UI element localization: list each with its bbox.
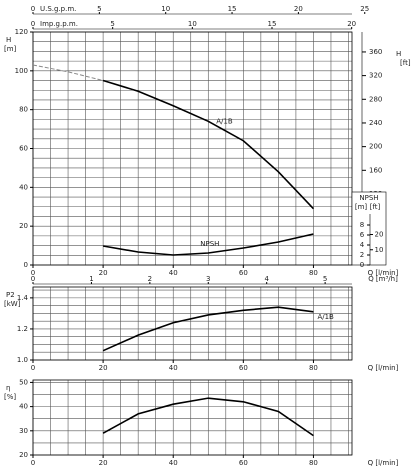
y-tick-label: 30 — [19, 427, 28, 435]
x-tick-label: 60 — [239, 364, 248, 372]
top-axis-tick-label: 25 — [360, 5, 369, 13]
x-tick-label: 20 — [99, 459, 108, 466]
y2-axis-label: H — [396, 50, 401, 58]
y-axis-unit: [m] — [4, 45, 17, 53]
y2-tick-label: 320 — [369, 72, 382, 80]
curve — [102, 233, 314, 256]
x-tick-label: 80 — [309, 459, 318, 466]
top-axis-label: Q [m³/h] — [368, 275, 398, 283]
x-tick-label: 60 — [239, 269, 248, 277]
y-axis-unit: [%] — [4, 393, 16, 401]
x-tick-label: 20 — [99, 269, 108, 277]
x-axis-label: Q [l/min] — [368, 459, 399, 466]
y-tick-label: 0 — [24, 261, 28, 269]
y-tick-label: 50 — [19, 378, 28, 386]
npsh-axis-unit: [ft] — [370, 203, 381, 211]
top-axis-label: Imp.g.p.m. — [40, 20, 78, 28]
y-tick-label: 120 — [15, 28, 28, 36]
x-axis-label: Q [l/min] — [368, 269, 399, 277]
curve-label: NPSH — [200, 240, 219, 248]
x-tick-label: 80 — [309, 269, 318, 277]
top-axis-tick-label: 5 — [97, 5, 101, 13]
x-tick-label: 0 — [31, 459, 35, 466]
y-tick-label: 1.4 — [17, 294, 29, 302]
y-tick-label: 40 — [19, 403, 28, 411]
top-axis-tick-label: 4 — [264, 275, 269, 283]
npsh-axis-unit: [m] — [355, 203, 368, 211]
top-axis-tick-label: 2 — [148, 275, 152, 283]
npsh-m-label: 2 — [360, 251, 364, 259]
y-tick-label: 100 — [15, 67, 28, 75]
x-tick-label: 20 — [99, 364, 108, 372]
npsh-ft-label: 20 — [375, 231, 384, 239]
npsh-m-label: 6 — [360, 231, 365, 239]
curve — [102, 79, 315, 210]
y2-tick-label: 240 — [369, 119, 382, 127]
y-tick-label: 80 — [19, 106, 28, 114]
x-tick-label: 40 — [169, 269, 178, 277]
npsh-axis-label: NPSH — [359, 194, 378, 202]
x-tick-label: 0 — [31, 364, 35, 372]
x-tick-label: 0 — [31, 269, 35, 277]
x-tick-label: 40 — [169, 364, 178, 372]
x-tick-label: 80 — [309, 364, 318, 372]
y-tick-label: 1.0 — [17, 356, 28, 364]
x-tick-label: 40 — [169, 459, 178, 466]
top-axis-tick-label: 0 — [31, 20, 35, 28]
npsh-m-label: 4 — [360, 241, 365, 249]
top-axis-tick-label: 3 — [206, 275, 210, 283]
top-axis-tick-label: 10 — [188, 20, 197, 28]
y-axis-label: P2 — [6, 291, 15, 299]
top-axis-tick-label: 20 — [294, 5, 303, 13]
y2-tick-label: 360 — [369, 48, 382, 56]
y-tick-label: 60 — [19, 145, 28, 153]
y-tick-label: 20 — [19, 222, 28, 230]
y-tick-label: 40 — [19, 183, 28, 191]
plot-frame — [32, 379, 353, 456]
top-axis-tick-label: 5 — [323, 275, 327, 283]
y-axis-unit: [kW] — [4, 300, 21, 308]
curve-label: A/1B — [317, 313, 334, 321]
top-axis-tick-label: 15 — [268, 20, 277, 28]
curve — [102, 397, 314, 437]
curve — [102, 306, 314, 352]
top-axis-tick-label: 10 — [161, 5, 170, 13]
x-axis-label: Q [l/min] — [368, 364, 399, 372]
y2-tick-label: 160 — [369, 166, 382, 174]
top-axis-tick-label: 20 — [347, 20, 356, 28]
top-axis-tick-label: 5 — [110, 20, 114, 28]
npsh-ft-label: 10 — [375, 246, 384, 254]
y2-axis-unit: [ft] — [400, 59, 411, 67]
top-axis-tick-label: 1 — [89, 275, 93, 283]
y-tick-label: 1.2 — [17, 325, 28, 333]
y2-tick-label: 200 — [369, 143, 382, 151]
top-axis-tick-label: 0 — [31, 275, 35, 283]
npsh-box — [351, 191, 387, 266]
curve-label: A/1B — [216, 117, 233, 125]
top-axis-tick-label: 15 — [228, 5, 237, 13]
top-axis-tick-label: 0 — [31, 5, 35, 13]
top-axis-label: U.S.g.p.m. — [40, 5, 76, 13]
plot-frame — [32, 286, 353, 361]
y2-tick-label: 280 — [369, 95, 382, 103]
y-axis-label: H — [6, 36, 11, 44]
npsh-m-label: 8 — [360, 221, 364, 229]
y-axis-label: η — [6, 384, 10, 392]
y-tick-label: 20 — [19, 451, 28, 459]
npsh-m-label: 0 — [360, 261, 364, 269]
x-tick-label: 60 — [239, 459, 248, 466]
